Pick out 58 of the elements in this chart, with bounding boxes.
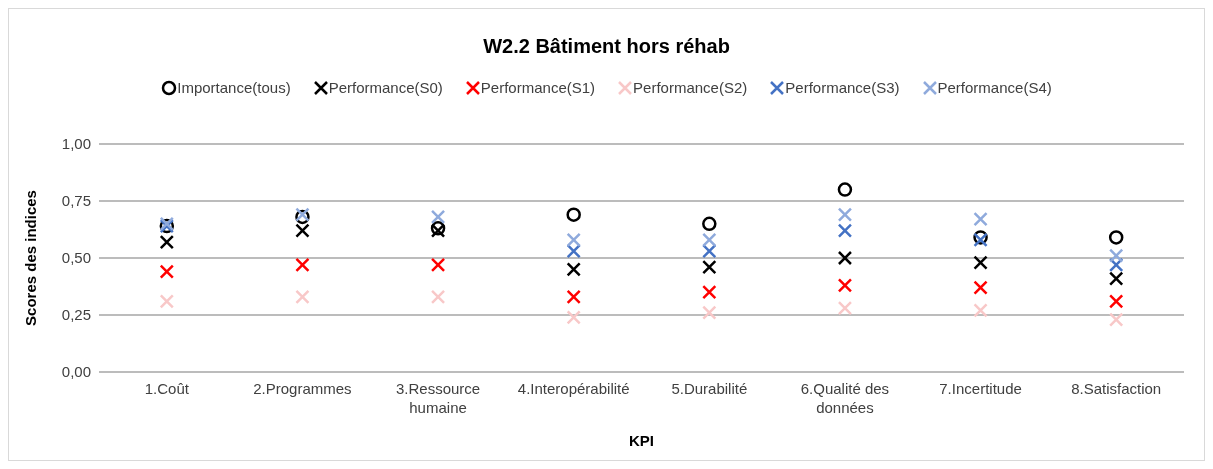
- point: [973, 255, 988, 270]
- legend-label: Importance(tous): [176, 79, 291, 96]
- point: [566, 232, 581, 248]
- x-tick-label: 5.Durabilité: [671, 380, 748, 397]
- x-axis-title: KPI: [628, 432, 655, 449]
- x-tick-label: 6.Qualité des données: [800, 380, 890, 416]
- point: [837, 182, 853, 197]
- point: [702, 305, 717, 320]
- point: [837, 250, 853, 266]
- legend-label: Performance(S2): [632, 79, 748, 96]
- y-axis-title: Scores des indices: [22, 190, 40, 326]
- point: [159, 294, 175, 309]
- point: [295, 289, 310, 305]
- point: [295, 257, 310, 273]
- x-tick-label: 1.Coût: [144, 380, 190, 397]
- point: [973, 211, 988, 227]
- y-tick-label: 0,25: [61, 306, 91, 324]
- x-tick-label: 3.Ressource humaine: [395, 380, 481, 416]
- point: [837, 223, 853, 238]
- point: [837, 300, 853, 316]
- y-tick-label: 0,50: [61, 249, 91, 267]
- point: [837, 278, 853, 293]
- point: [159, 234, 175, 250]
- point: [702, 232, 717, 248]
- y-tick-label: 0,00: [61, 363, 91, 381]
- point: [1108, 271, 1124, 286]
- x-tick-label: 7.Incertitude: [939, 380, 1022, 397]
- x-tick-label: 4.Interopérabilité: [517, 380, 630, 397]
- point: [1108, 312, 1124, 327]
- y-tick-label: 0,75: [61, 192, 91, 210]
- point: [566, 310, 581, 325]
- legend-label: Performance(S3): [784, 79, 900, 96]
- chart-title: W2.2 Bâtiment hors réhab: [482, 35, 731, 58]
- point: [1108, 294, 1124, 309]
- point: [702, 259, 717, 275]
- legend-label: Performance(S1): [479, 79, 596, 96]
- y-tick-label: 1,00: [61, 135, 91, 153]
- x-tick-label: 2.Programmes: [253, 380, 352, 397]
- point: [566, 262, 581, 277]
- point: [430, 257, 446, 273]
- point: [566, 207, 581, 222]
- point: [702, 284, 717, 300]
- point: [702, 243, 717, 259]
- point: [837, 207, 853, 222]
- point: [295, 223, 310, 238]
- point: [159, 264, 175, 279]
- point: [566, 289, 581, 305]
- point: [566, 243, 581, 259]
- point: [430, 209, 446, 225]
- x-tick-label: 8.Satisfaction: [1071, 380, 1162, 397]
- legend-label: Performance(S4): [936, 79, 1052, 96]
- point: [973, 280, 988, 295]
- legend-label: Performance(S0): [327, 79, 443, 96]
- point: [430, 289, 446, 305]
- point: [1108, 248, 1124, 263]
- point: [1108, 230, 1124, 245]
- point: [702, 216, 717, 232]
- point: [973, 303, 988, 318]
